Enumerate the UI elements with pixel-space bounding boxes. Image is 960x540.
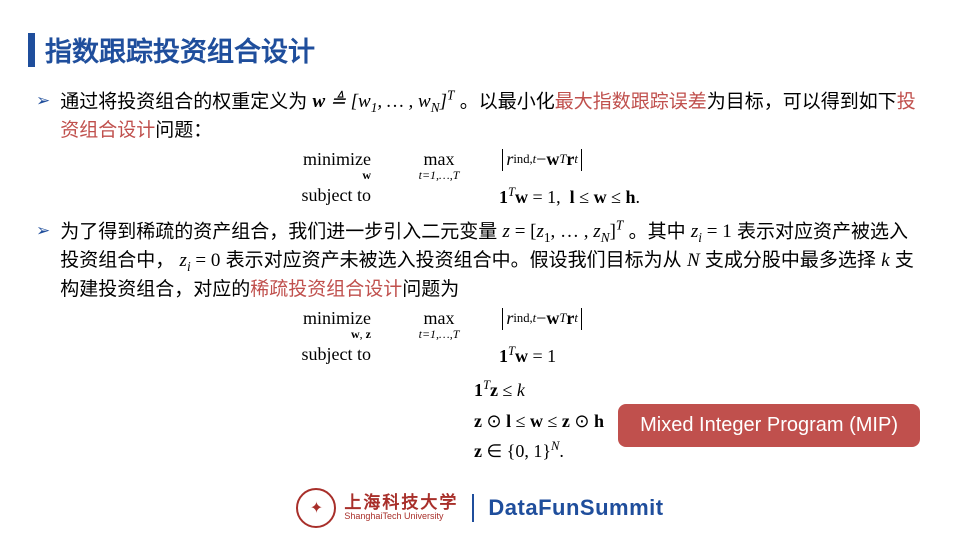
university-brand: ✦ 上海科技大学 ShanghaiTech University xyxy=(296,488,458,528)
opt1-max: max t=1,…,T xyxy=(389,149,489,183)
opt1-subject: subject to xyxy=(261,185,389,206)
opt2-c2: 1Tz ≤ k xyxy=(474,375,924,406)
opt2-minimize: minimize w, z xyxy=(261,308,389,342)
b1-pre: 通过将投资组合的权重定义为 xyxy=(60,91,312,112)
university-logo-icon: ✦ xyxy=(296,488,336,528)
b1-mid: 。以最小化 xyxy=(460,91,555,112)
bullet-arrow-icon: ➢ xyxy=(36,219,50,244)
footer: ✦ 上海科技大学 ShanghaiTech University DataFun… xyxy=(0,488,960,528)
opt-problem-2: minimize w, z max t=1,…,T rind,t − wTrt … xyxy=(36,308,924,367)
opt-problem-1: minimize w max t=1,…,T rind,t − wTrt sub… xyxy=(36,149,924,208)
footer-divider xyxy=(472,494,474,522)
opt1-obj-row: minimize w max t=1,…,T rind,t − wTrt xyxy=(36,149,924,183)
university-name-en: ShanghaiTech University xyxy=(344,511,458,522)
b2-N: N xyxy=(687,250,700,271)
opt2-c1: 1Tw = 1 xyxy=(489,344,699,367)
b2-math1: z = [z1, … , zN]T xyxy=(503,221,624,242)
b2-math2: zi = 1 xyxy=(691,221,732,242)
page-title: 指数跟踪投资组合设计 xyxy=(45,30,315,69)
b1-post1: 为目标，可以得到如下 xyxy=(707,91,897,112)
opt2-subject: subject to xyxy=(261,344,389,365)
b2-post: 问题为 xyxy=(402,279,459,300)
opt1-minimize-label: minimize xyxy=(303,149,371,169)
b2-mid4: 支成分股中最多选择 xyxy=(705,250,881,271)
opt1-max-label: max xyxy=(389,149,489,170)
mip-callout: Mixed Integer Program (MIP) xyxy=(618,404,920,447)
opt1-obj-expr: rind,t − wTrt xyxy=(489,149,699,176)
university-name-cn: 上海科技大学 xyxy=(344,494,458,511)
opt2-max-label: max xyxy=(389,308,489,329)
opt2-max: max t=1,…,T xyxy=(389,308,489,342)
opt2-min-var: w, z xyxy=(261,327,371,342)
b2-pre: 为了得到稀疏的资产组合，我们进一步引入二元变量 xyxy=(60,221,502,242)
opt2-obj-row: minimize w, z max t=1,…,T rind,t − wTrt xyxy=(36,308,924,342)
slide-root: 指数跟踪投资组合设计 ➢ 通过将投资组合的权重定义为 w ≜ [w1, … , … xyxy=(0,0,960,540)
bullet-2: ➢ 为了得到稀疏的资产组合，我们进一步引入二元变量 z = [z1, … , z… xyxy=(36,216,924,304)
bullet-1-text: 通过将投资组合的权重定义为 w ≜ [w1, … , wN]T 。以最小化最大指… xyxy=(60,86,924,145)
opt2-cons-row-1: subject to 1Tw = 1 xyxy=(36,344,924,367)
datafun-summit-logo: DataFunSummit xyxy=(488,495,663,521)
b2-hl: 稀疏投资组合设计 xyxy=(250,279,402,300)
opt2-minimize-label: minimize xyxy=(303,308,371,328)
opt1-cons: 1Tw = 1, l ≤ w ≤ h. xyxy=(489,185,699,208)
b2-mid3: 表示对应资产未被选入投资组合中。假设我们目标为从 xyxy=(226,250,687,271)
bullet-1: ➢ 通过将投资组合的权重定义为 w ≜ [w1, … , wN]T 。以最小化最… xyxy=(36,86,924,145)
b2-math3: zi = 0 xyxy=(180,250,221,271)
b1-post2: 问题： xyxy=(155,120,212,141)
b2-mid1: 。其中 xyxy=(629,221,691,242)
opt1-min-var: w xyxy=(261,168,371,183)
opt1-max-sub: t=1,…,T xyxy=(389,168,489,183)
opt1-minimize: minimize w xyxy=(261,149,389,183)
opt2-max-sub: t=1,…,T xyxy=(389,327,489,342)
b1-math: w ≜ [w1, … , wN]T xyxy=(313,91,455,112)
b2-k: k xyxy=(881,250,889,271)
title-bar: 指数跟踪投资组合设计 xyxy=(28,30,315,69)
opt1-cons-row: subject to 1Tw = 1, l ≤ w ≤ h. xyxy=(36,185,924,208)
opt2-obj-expr: rind,t − wTrt xyxy=(489,308,699,335)
bullet-arrow-icon: ➢ xyxy=(36,89,50,114)
title-accent-bar xyxy=(28,33,35,67)
b1-hl: 最大指数跟踪误差 xyxy=(555,91,707,112)
bullet-2-text: 为了得到稀疏的资产组合，我们进一步引入二元变量 z = [z1, … , zN]… xyxy=(60,216,924,304)
university-text: 上海科技大学 ShanghaiTech University xyxy=(344,494,458,522)
